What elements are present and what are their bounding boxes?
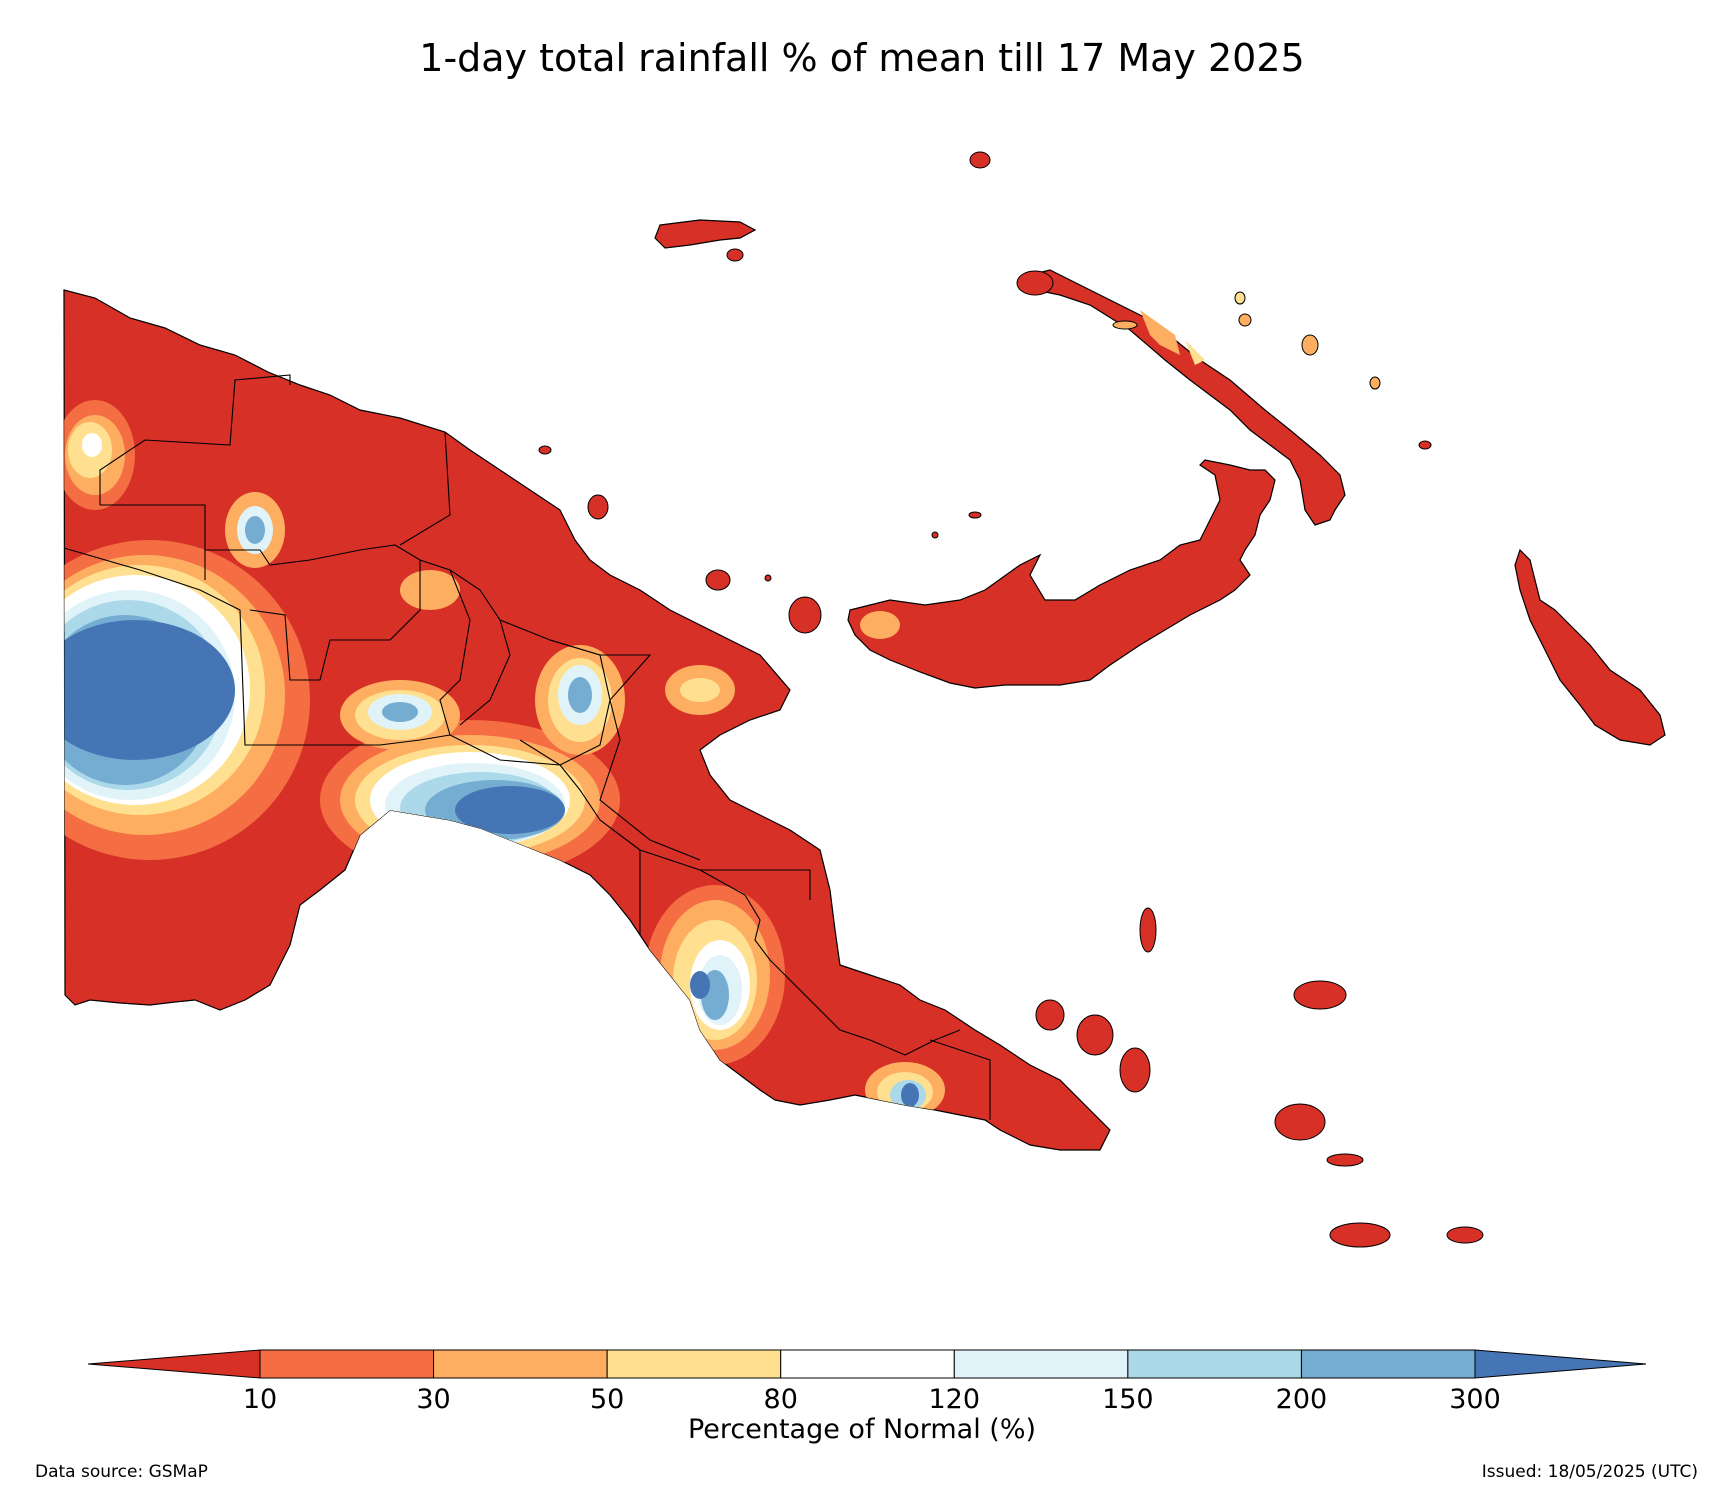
- colorbar-segment: [1127, 1349, 1302, 1379]
- colorbar-segment: [259, 1349, 435, 1379]
- colorbar-tick-label: 200: [1275, 1384, 1328, 1415]
- colorbar-label: Percentage of Normal (%): [687, 1414, 1037, 1445]
- colorbar-segment: [780, 1349, 955, 1379]
- colorbar-extend-low: [87, 1349, 261, 1379]
- issued-date: Issued: 18/05/2025 (UTC): [1481, 1462, 1698, 1482]
- colorbar-segment: [433, 1349, 608, 1379]
- colorbar-tick-label: 300: [1449, 1384, 1501, 1415]
- colorbar-tick-label: 10: [242, 1384, 278, 1415]
- colorbar: [87, 1349, 1647, 1379]
- colorbar-tick-label: 120: [928, 1384, 981, 1415]
- rainfall-map: [63, 151, 1666, 1248]
- map-title: 1-day total rainfall % of mean till 17 M…: [419, 36, 1305, 80]
- bougainville: [1514, 548, 1666, 746]
- colorbar-tick-label: 80: [763, 1384, 798, 1415]
- colorbar-tick-label: 30: [416, 1384, 451, 1415]
- colorbar-extend-high: [1474, 1349, 1647, 1379]
- colorbar-segment: [606, 1349, 782, 1379]
- manus-island: [654, 219, 757, 249]
- colorbar-segment: [953, 1349, 1129, 1379]
- colorbar-tick-label: 150: [1102, 1384, 1154, 1415]
- data-source: Data source: GSMaP: [35, 1462, 208, 1482]
- colorbar-segment: [1300, 1349, 1476, 1379]
- colorbar-tick-label: 50: [589, 1384, 625, 1415]
- new-britain: [847, 459, 1276, 689]
